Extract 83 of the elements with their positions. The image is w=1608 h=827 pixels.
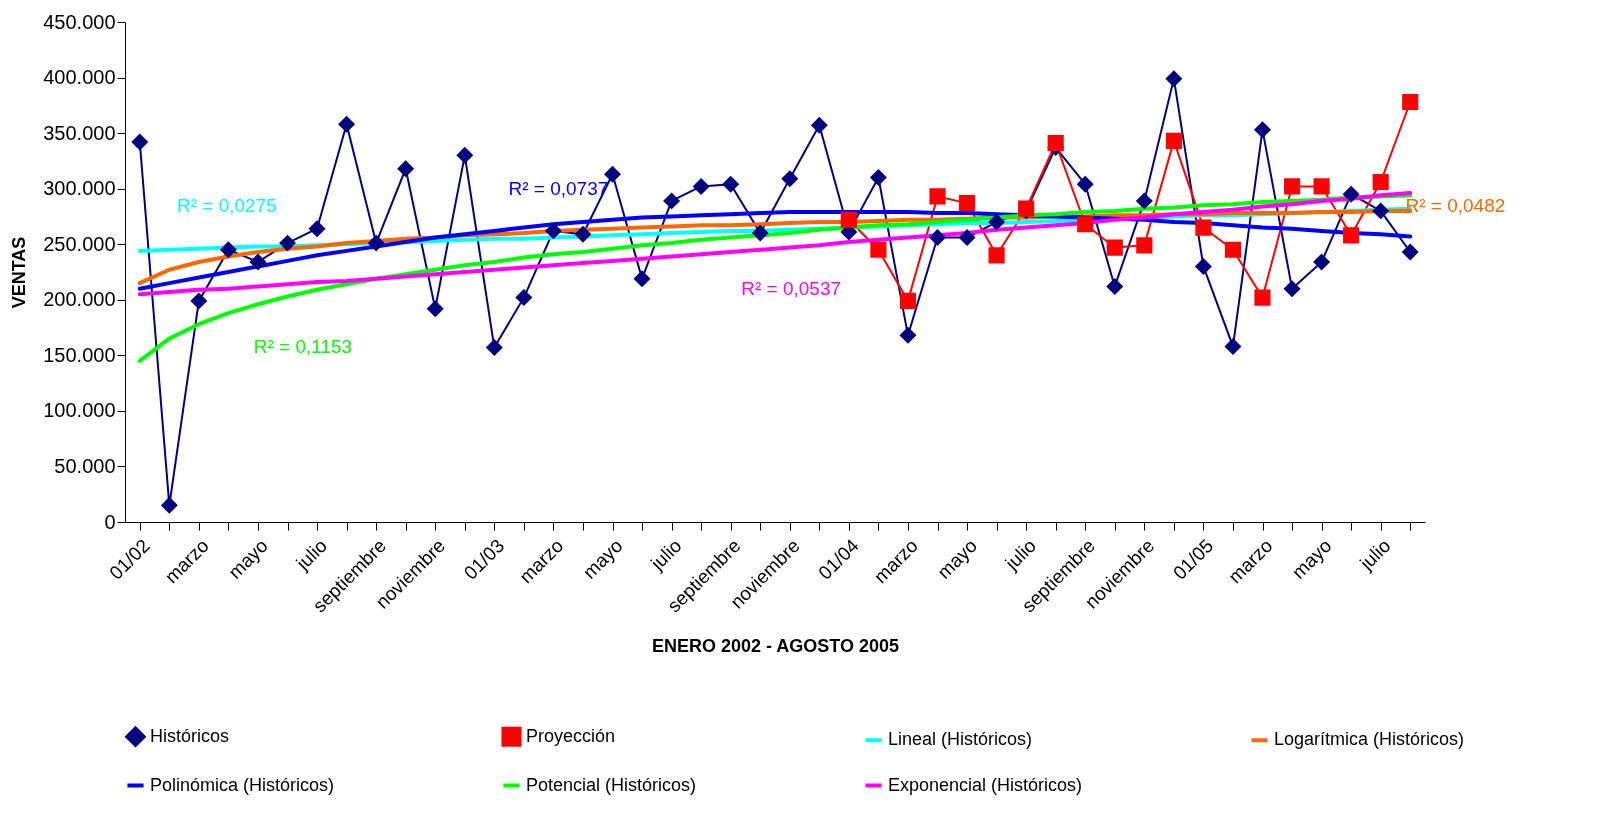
point — [161, 497, 178, 514]
point — [870, 241, 887, 258]
point — [1195, 219, 1212, 236]
point — [1047, 135, 1064, 152]
annotation: R² = 0,0537 — [741, 278, 842, 299]
point — [899, 292, 917, 309]
point — [752, 225, 769, 242]
point — [1343, 227, 1360, 244]
y-tick-label: 450.000 — [43, 10, 116, 33]
point — [1402, 243, 1419, 261]
point — [604, 166, 621, 183]
legend-label: Logarítmica (Históricos) — [1274, 729, 1465, 750]
point — [1283, 280, 1301, 297]
point — [1077, 216, 1094, 233]
point — [427, 300, 444, 317]
point — [456, 147, 473, 164]
x-axis-title: ENERO 2002 - AGOSTO 2005 — [651, 636, 900, 657]
point — [1136, 192, 1153, 209]
y-tick-label: 50.000 — [54, 454, 116, 477]
y-tick-label: 250.000 — [43, 232, 116, 255]
point — [1136, 237, 1153, 254]
point — [988, 213, 1005, 231]
y-tick-label: 200.000 — [43, 288, 116, 311]
legend-label: Lineal (Históricos) — [888, 729, 1033, 750]
point — [1077, 176, 1094, 193]
point — [929, 229, 946, 246]
point — [1195, 258, 1212, 275]
point — [1283, 178, 1301, 195]
legend-label: Potencial (Históricos) — [526, 774, 697, 795]
point — [1106, 278, 1123, 295]
point — [958, 229, 976, 246]
point — [397, 160, 414, 177]
point — [781, 170, 798, 187]
y-tick-label: 100.000 — [43, 399, 116, 422]
point — [338, 116, 355, 133]
legend-label: Históricos — [150, 725, 230, 746]
point — [1343, 186, 1360, 203]
legend-label: Polinómica (Históricos) — [150, 774, 335, 795]
point — [693, 178, 710, 195]
point — [988, 247, 1005, 264]
point — [545, 222, 562, 239]
point — [1165, 70, 1182, 87]
legend-label: Exponencial (Históricos) — [888, 774, 1083, 795]
point — [279, 235, 296, 252]
point — [929, 188, 946, 205]
point — [870, 169, 887, 186]
y-axis-title: VENTAS — [9, 236, 30, 309]
point — [1402, 93, 1419, 111]
y-tick-label: 350.000 — [43, 121, 116, 144]
point — [1224, 338, 1242, 355]
annotation: R² = 0,1153 — [253, 335, 353, 357]
point — [190, 292, 207, 309]
point — [633, 270, 651, 287]
point — [811, 117, 828, 134]
x-tick-label: julio — [1355, 535, 1395, 575]
point — [1254, 121, 1271, 138]
y-tick-label: 400.000 — [43, 66, 116, 89]
point — [486, 339, 503, 356]
annotation: R² = 0,0275 — [177, 194, 277, 216]
point — [368, 235, 385, 252]
point — [574, 226, 592, 243]
y-tick-label: 150.000 — [43, 343, 116, 366]
point — [515, 289, 532, 306]
point — [1254, 289, 1271, 306]
legend-label: Proyección — [526, 725, 616, 746]
point — [1372, 173, 1389, 191]
point — [1165, 132, 1182, 149]
point — [840, 211, 857, 228]
y-tick-label: 0 — [104, 510, 116, 533]
point — [131, 133, 148, 151]
point — [1313, 178, 1330, 195]
point — [1106, 239, 1123, 256]
point — [220, 241, 237, 258]
point — [722, 176, 739, 193]
point — [1224, 241, 1242, 258]
point — [249, 253, 267, 271]
point — [308, 220, 326, 237]
point — [1372, 202, 1389, 219]
point — [899, 327, 917, 344]
point — [1313, 253, 1330, 271]
point — [663, 192, 680, 209]
y-tick-label: 300.000 — [43, 177, 116, 200]
point — [958, 195, 976, 212]
